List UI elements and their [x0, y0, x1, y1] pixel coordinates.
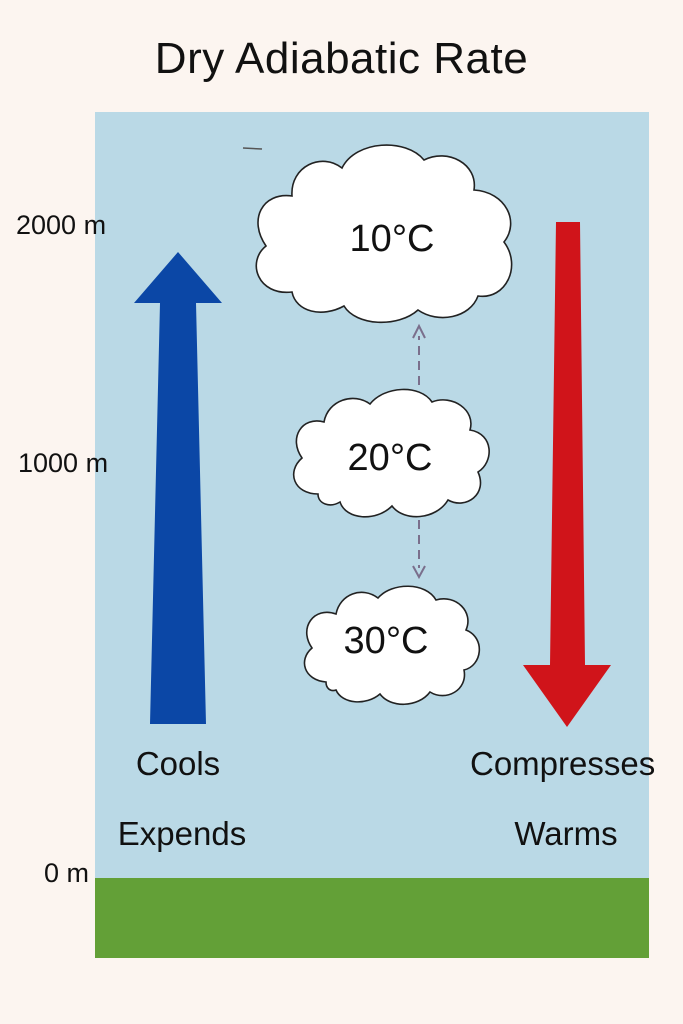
cloud-upper-temp: 10°C — [349, 218, 435, 260]
altitude-0: 0 m — [44, 858, 90, 888]
label-cools: Cools — [135, 745, 221, 782]
sky-dash — [242, 147, 263, 150]
sinking-arrow — [523, 222, 611, 727]
cloud-upper — [255, 144, 513, 324]
ground-strip — [95, 878, 649, 958]
rising-arrow — [134, 252, 222, 724]
diagram-title: Dry Adiabatic Rate — [154, 34, 529, 83]
label-compresses: Compresses — [470, 745, 656, 782]
connector-lower — [412, 520, 426, 580]
cloud-middle — [292, 388, 490, 518]
cloud-lower-temp: 30°C — [343, 620, 429, 662]
cloud-lower — [303, 585, 481, 705]
connector-upper — [412, 323, 426, 385]
label-warms: Warms — [514, 815, 618, 852]
altitude-1000: 1000 m — [18, 448, 109, 478]
cloud-middle-temp: 20°C — [347, 437, 433, 479]
altitude-2000: 2000 m — [16, 210, 107, 240]
label-expends: Expends — [117, 815, 247, 852]
